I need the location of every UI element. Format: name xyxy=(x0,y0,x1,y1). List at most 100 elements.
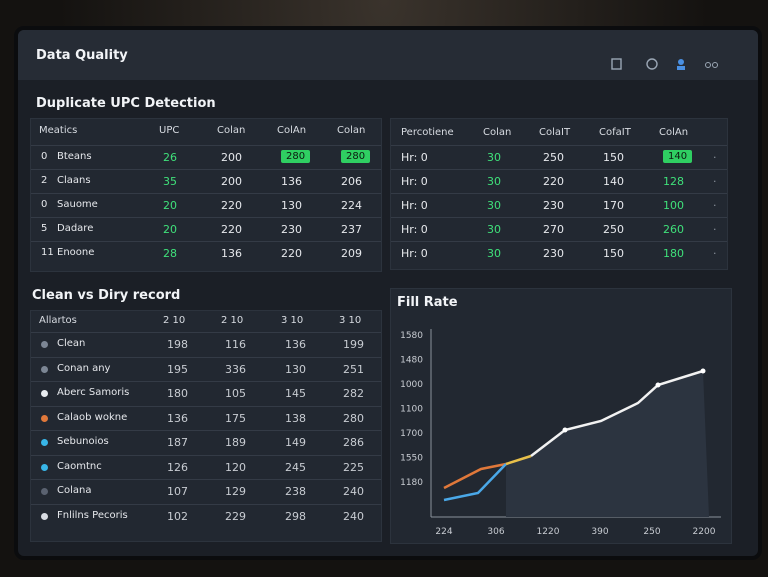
icon-user[interactable] xyxy=(678,59,684,65)
row-action: · xyxy=(713,223,717,236)
column-header: Allartos xyxy=(39,315,77,326)
status-dot xyxy=(41,512,48,520)
cell-value: 136 xyxy=(221,247,242,260)
row-label: Sebunoios xyxy=(57,436,109,447)
point xyxy=(655,382,661,388)
row-index: 11 xyxy=(41,247,54,258)
cell-value: 280 xyxy=(343,411,364,425)
cell-value: 220 xyxy=(281,247,302,260)
cell-value: 336 xyxy=(225,362,246,376)
column-header: CofaIT xyxy=(599,127,631,138)
cell-value: 251 xyxy=(343,362,364,376)
cell-value: 187 xyxy=(167,436,188,449)
row-label: Caomtnc xyxy=(57,460,102,472)
app-title: Data Quality xyxy=(36,48,128,63)
column-header: 2 10 xyxy=(221,315,244,326)
row-line xyxy=(31,332,381,333)
cell-value: 298 xyxy=(285,509,306,523)
duplicate-table-left: Meatics UPC Colan ColAn Colan 0 Bteans 26 200 280… xyxy=(30,118,382,272)
cell-value: 206 xyxy=(341,175,362,188)
status-dot xyxy=(41,463,48,471)
cell-value: 116 xyxy=(225,338,246,351)
row-line xyxy=(391,145,727,146)
y-tick-label: 1000 xyxy=(400,380,423,390)
x-tick-label: 1220 xyxy=(537,527,560,537)
row-action: · xyxy=(713,151,717,164)
column-header: ColAn xyxy=(277,125,307,136)
clean-table: Allartos 2 10 2 10 3 10 3 10 Clean 198 116 136 19… xyxy=(30,310,382,542)
y-tick-label: 1580 xyxy=(400,331,423,341)
cell-value: 282 xyxy=(343,387,364,400)
icon-refresh[interactable] xyxy=(646,58,658,70)
cell-value: 126 xyxy=(167,460,188,474)
row-label: Aberc Samoris xyxy=(57,387,130,398)
row-label: Colana xyxy=(57,485,92,496)
cell-value: 136 xyxy=(281,175,302,188)
point xyxy=(562,427,568,433)
icon-user-body xyxy=(677,66,685,70)
cell-value: 136 xyxy=(167,411,188,425)
row-line xyxy=(31,479,381,480)
cell-value: 220 xyxy=(221,223,242,236)
cell-value: 30 xyxy=(487,247,501,260)
status-dot xyxy=(41,414,48,422)
cell-value: 140 xyxy=(663,150,693,163)
cell-value: 20 xyxy=(163,199,177,212)
column-header: ColaIT xyxy=(539,127,571,138)
row-line xyxy=(391,193,727,194)
cell-value: 120 xyxy=(225,460,246,474)
row-label: Enoone xyxy=(57,247,95,258)
row-index: 2 xyxy=(41,175,48,186)
icon-more[interactable] xyxy=(705,62,711,68)
column-header: Percotiene xyxy=(401,127,454,138)
line-white xyxy=(530,369,704,457)
row-line xyxy=(31,381,381,382)
row-label: Hr: 0 xyxy=(401,199,428,212)
cell-value: 225 xyxy=(343,460,364,474)
cell-value: 150 xyxy=(603,151,624,164)
cell-value: 128 xyxy=(663,175,684,188)
status-dot xyxy=(41,341,48,348)
cell-value: 138 xyxy=(285,411,306,425)
cell-value: 189 xyxy=(225,436,246,449)
cell-value: 240 xyxy=(343,509,364,523)
cell-value: 107 xyxy=(167,485,188,498)
icon-export[interactable] xyxy=(611,58,622,70)
cell-value: 30 xyxy=(487,199,501,212)
row-line xyxy=(31,193,381,194)
cell-value: 224 xyxy=(341,199,362,212)
x-tick-label: 2200 xyxy=(693,527,716,537)
duplicate-table-right: Percotiene Colan ColaIT CofaIT ColAn Hr: 0 30 2… xyxy=(390,118,728,270)
icon-more-2 xyxy=(712,62,718,68)
line-orange xyxy=(443,462,507,490)
cell-value: 130 xyxy=(281,199,302,212)
row-label: Conan any xyxy=(57,362,111,374)
row-line xyxy=(391,217,727,218)
cell-value: 199 xyxy=(343,338,364,351)
cell-value: 140 xyxy=(603,175,624,188)
cell-value: 150 xyxy=(603,247,624,260)
cell-value: 209 xyxy=(341,247,362,260)
area-fill xyxy=(506,371,709,517)
status-dot xyxy=(41,439,48,446)
column-header: 3 10 xyxy=(339,315,362,326)
row-line xyxy=(31,454,381,456)
cell-value: 100 xyxy=(663,199,684,212)
row-line xyxy=(31,241,381,242)
row-label: Clean xyxy=(57,338,86,349)
y-tick-label: 1180 xyxy=(400,478,423,488)
y-tick-label: 1700 xyxy=(400,429,423,439)
x-tick-label: 224 xyxy=(435,527,452,537)
cell-value: 129 xyxy=(225,485,246,498)
row-label: Claans xyxy=(57,175,91,186)
row-line xyxy=(31,169,381,170)
row-index: 0 xyxy=(41,151,48,162)
cell-value: 105 xyxy=(225,387,246,400)
line-blue xyxy=(443,463,507,502)
cell-value: 240 xyxy=(343,485,364,498)
column-header: 3 10 xyxy=(281,315,304,326)
row-line xyxy=(31,145,381,146)
row-line xyxy=(391,169,727,170)
cell-value: 170 xyxy=(603,199,624,212)
row-index: 0 xyxy=(41,199,48,210)
